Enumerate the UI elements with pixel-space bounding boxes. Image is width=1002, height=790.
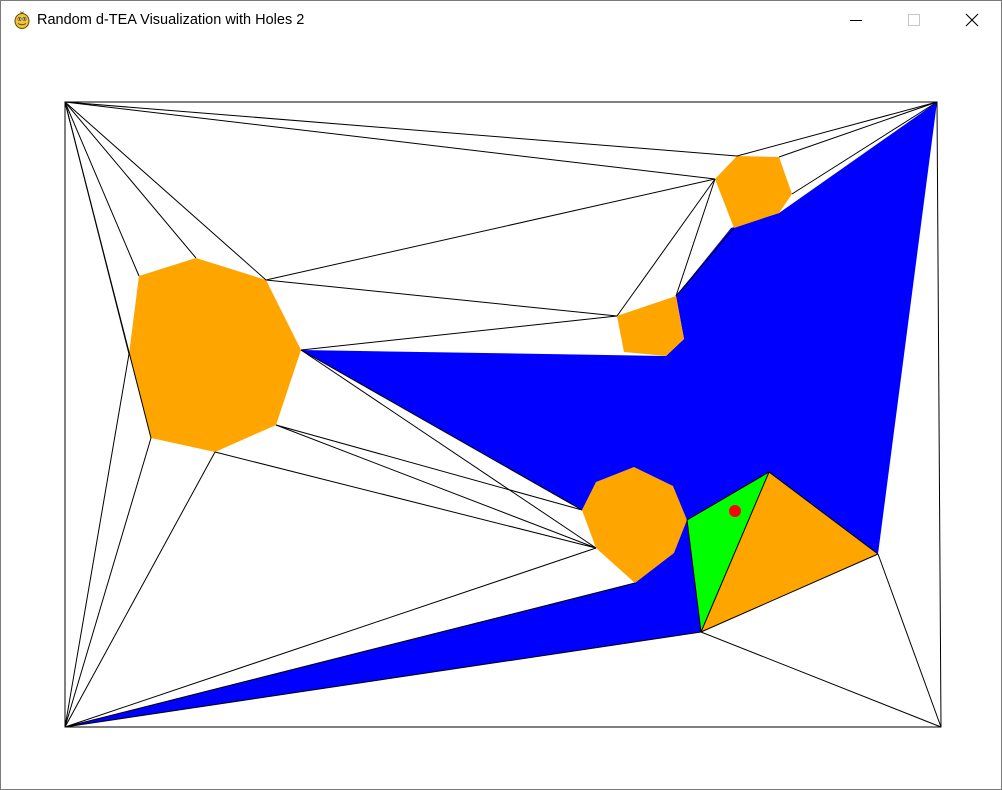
maximize-button[interactable]: [885, 1, 943, 39]
hole-heptagon-top-right: [715, 156, 792, 228]
close-icon: [965, 13, 979, 27]
minimize-button[interactable]: [827, 1, 885, 39]
maximize-icon: [908, 14, 920, 26]
hole-octagon-lower: [582, 467, 687, 583]
close-button[interactable]: [943, 1, 1001, 39]
pygame-snake-icon: [14, 11, 30, 29]
title-bar[interactable]: Random d-TEA Visualization with Holes 2: [1, 1, 1001, 39]
blue-region-lower: [65, 520, 701, 727]
query-point: [729, 505, 741, 517]
minimize-icon: [850, 20, 862, 21]
hole-pentagon-middle: [617, 296, 684, 356]
orange-triangle: [701, 472, 878, 632]
visualization-canvas[interactable]: [1, 39, 1001, 789]
triangulation-svg: [64, 101, 942, 728]
triangulation-edges: [64, 101, 942, 728]
blue-region: [65, 102, 937, 727]
window-title: Random d-TEA Visualization with Holes 2: [37, 12, 305, 28]
active-triangle: [687, 472, 769, 632]
hole-octagon-large: [129, 258, 301, 452]
